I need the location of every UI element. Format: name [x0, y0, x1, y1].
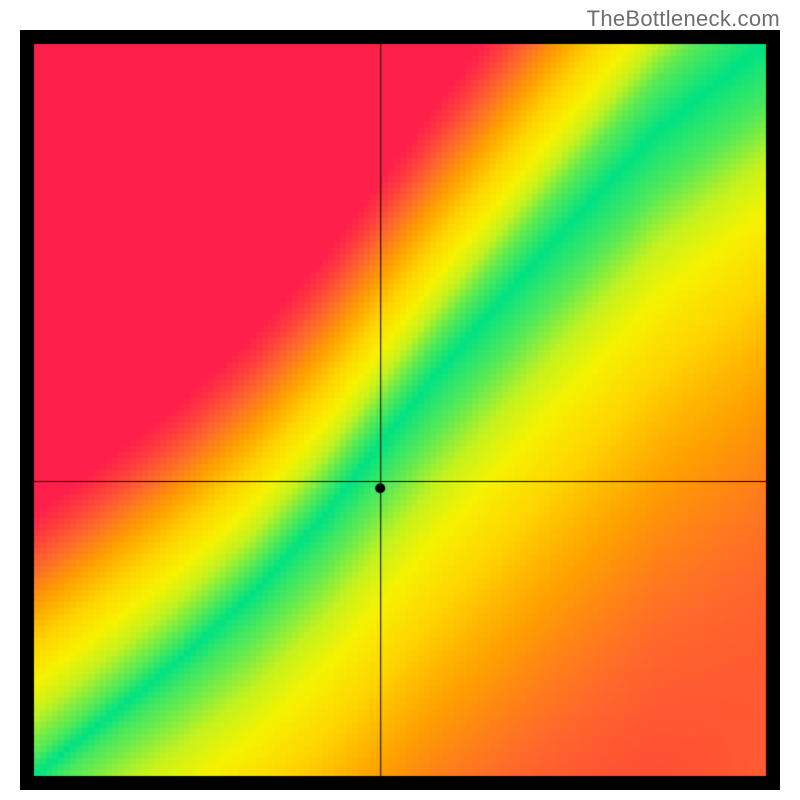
bottleneck-heatmap — [20, 30, 780, 790]
watermark: TheBottleneck.com — [587, 6, 780, 32]
plot-frame — [20, 30, 780, 790]
